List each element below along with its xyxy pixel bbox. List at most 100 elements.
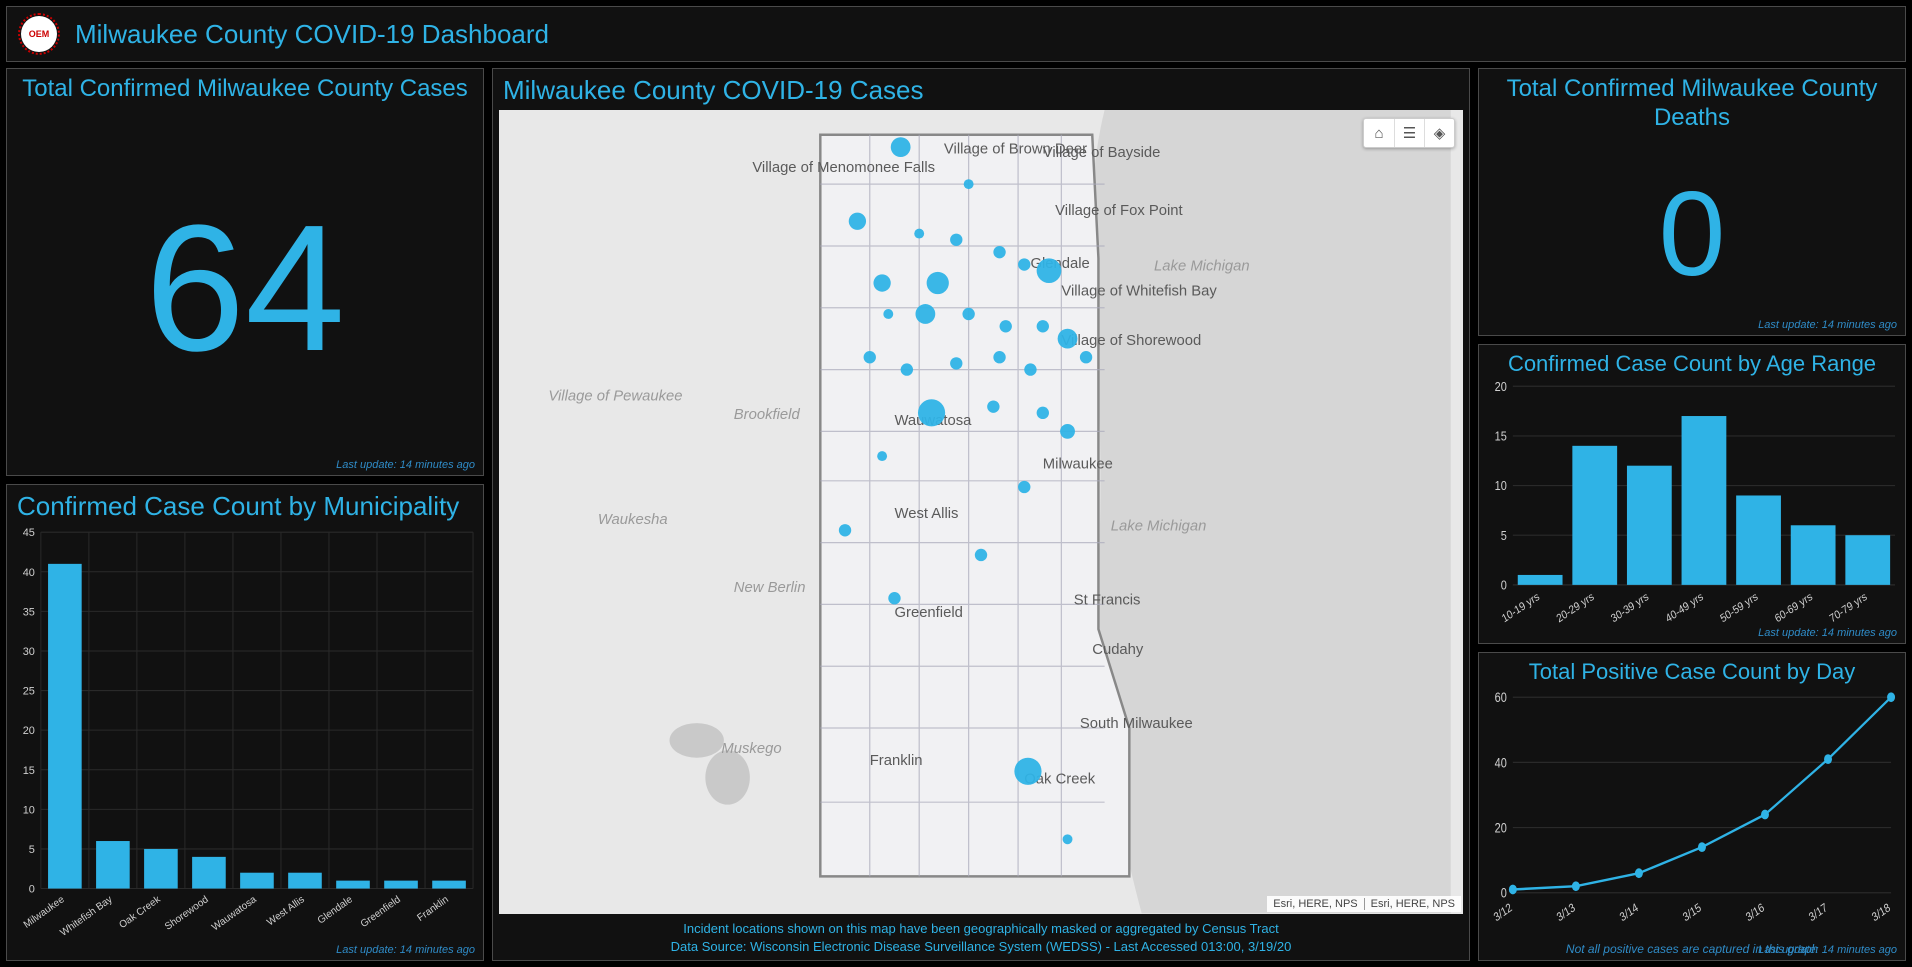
svg-text:Village of Menomonee Falls: Village of Menomonee Falls — [752, 160, 935, 176]
map-panel: Milwaukee County COVID-19 Cases Village … — [492, 68, 1470, 961]
svg-text:40: 40 — [1495, 756, 1507, 771]
svg-text:25: 25 — [23, 686, 35, 698]
svg-text:0: 0 — [29, 884, 35, 896]
total-cases-updated: Last update: 14 minutes ago — [336, 459, 475, 471]
age-chart-panel: Confirmed Case Count by Age Range 0 5 10 15… — [1478, 344, 1906, 644]
main-grid: Total Confirmed Milwaukee County Cases 6… — [6, 68, 1906, 961]
svg-text:0: 0 — [1501, 886, 1507, 901]
total-cases-title: Total Confirmed Milwaukee County Cases — [7, 69, 483, 104]
map-controls: ⌂ ☰ ◈ — [1363, 118, 1455, 148]
oem-logo: OEM — [21, 16, 57, 52]
total-cases-value: 64 — [7, 104, 483, 475]
center-column: Milwaukee County COVID-19 Cases Village … — [492, 68, 1470, 961]
map-title: Milwaukee County COVID-19 Cases — [493, 69, 1469, 106]
svg-text:South Milwaukee: South Milwaukee — [1080, 716, 1193, 732]
svg-text:Franklin: Franklin — [870, 753, 923, 769]
svg-text:3/12: 3/12 — [1492, 902, 1514, 925]
svg-text:10-19 yrs: 10-19 yrs — [1500, 591, 1541, 626]
dashboard-title: Milwaukee County COVID-19 Dashboard — [75, 19, 549, 50]
svg-text:20: 20 — [1495, 821, 1507, 836]
svg-text:Brookfield: Brookfield — [734, 407, 801, 423]
age-chart-updated: Last update: 14 minutes ago — [1758, 627, 1897, 639]
svg-text:New Berlin: New Berlin — [734, 580, 806, 596]
svg-text:Village of Fox Point: Village of Fox Point — [1055, 203, 1183, 219]
svg-text:3/13: 3/13 — [1555, 902, 1577, 925]
svg-text:3/18: 3/18 — [1870, 902, 1892, 925]
map-layers-button[interactable]: ◈ — [1424, 119, 1454, 147]
svg-text:30: 30 — [23, 646, 35, 658]
svg-text:Village of Whitefish Bay: Village of Whitefish Bay — [1061, 284, 1217, 300]
day-chart-body: 0 20 40 60 3/12 3/13 3/14 3/15 3/16 3/17 3/18 — [1479, 685, 1905, 942]
svg-text:Greenfield: Greenfield — [894, 605, 962, 621]
svg-text:3/16: 3/16 — [1744, 902, 1766, 925]
svg-text:St Francis: St Francis — [1074, 593, 1141, 609]
muni-chart-panel: Confirmed Case Count by Municipality 0 5 1… — [6, 484, 484, 961]
svg-text:15: 15 — [23, 765, 35, 777]
svg-text:5: 5 — [1501, 528, 1507, 543]
day-chart-updated: Last update: 14 minutes ago — [1758, 944, 1897, 956]
svg-text:3/14: 3/14 — [1618, 902, 1640, 925]
svg-text:3/15: 3/15 — [1681, 902, 1703, 925]
age-chart-body: 0 5 10 15 20 10-19 yrs 20-29 yrs 30-39 yrs 40-49… — [1479, 377, 1905, 643]
age-chart-title: Confirmed Case Count by Age Range — [1479, 345, 1905, 377]
svg-text:Franklin: Franklin — [415, 894, 450, 924]
svg-text:Whitefish Bay: Whitefish Bay — [59, 894, 116, 939]
svg-text:20: 20 — [1495, 379, 1508, 394]
total-deaths-title: Total Confirmed Milwaukee County Deaths — [1479, 69, 1905, 133]
svg-text:West Allis: West Allis — [265, 894, 306, 928]
svg-text:20: 20 — [23, 725, 35, 737]
svg-text:15: 15 — [1495, 429, 1508, 444]
map-canvas[interactable]: Village of Menomonee FallsVillage of Bro… — [499, 110, 1463, 913]
svg-text:Milwaukee: Milwaukee — [1043, 457, 1113, 473]
svg-text:Lake Michigan: Lake Michigan — [1154, 259, 1250, 275]
svg-text:West Allis: West Allis — [894, 506, 958, 522]
svg-text:0: 0 — [1501, 578, 1507, 593]
svg-text:Greenfield: Greenfield — [359, 894, 403, 930]
map-attribution: Esri, HERE, NPS Esri, HERE, NPS — [1267, 896, 1461, 912]
muni-chart-title: Confirmed Case Count by Municipality — [7, 485, 483, 522]
svg-text:40-49 yrs: 40-49 yrs — [1664, 591, 1705, 626]
svg-text:60-69 yrs: 60-69 yrs — [1773, 591, 1814, 626]
svg-text:Lake Michigan: Lake Michigan — [1111, 518, 1207, 534]
map-footer-line1: Incident locations shown on this map hav… — [499, 920, 1463, 938]
svg-text:Wauwatosa: Wauwatosa — [210, 894, 259, 934]
svg-text:5: 5 — [29, 844, 35, 856]
total-cases-panel: Total Confirmed Milwaukee County Cases 6… — [6, 68, 484, 476]
map-legend-button[interactable]: ☰ — [1394, 119, 1424, 147]
total-deaths-value: 0 — [1479, 133, 1905, 335]
total-deaths-updated: Last update: 14 minutes ago — [1758, 319, 1897, 331]
map-attr-2: Esri, HERE, NPS — [1371, 898, 1455, 910]
day-chart-title: Total Positive Case Count by Day — [1479, 653, 1905, 685]
svg-text:45: 45 — [23, 527, 35, 539]
svg-text:3/17: 3/17 — [1807, 902, 1829, 925]
svg-text:30-39 yrs: 30-39 yrs — [1609, 591, 1650, 626]
map-attr-1: Esri, HERE, NPS — [1273, 898, 1357, 910]
svg-text:Village of Bayside: Village of Bayside — [1043, 145, 1161, 161]
svg-text:Village of Shorewood: Village of Shorewood — [1061, 333, 1201, 349]
muni-chart-updated: Last update: 14 minutes ago — [336, 944, 475, 956]
svg-text:Oak Creek: Oak Creek — [117, 894, 163, 932]
muni-chart-body: 0 5 10 15 20 25 30 35 40 45 MilwaukeeWhitefish Bay… — [7, 522, 483, 960]
svg-text:Shorewood: Shorewood — [163, 894, 210, 933]
svg-text:60: 60 — [1495, 690, 1507, 705]
svg-text:Cudahy: Cudahy — [1092, 642, 1144, 658]
map-footer: Incident locations shown on this map hav… — [493, 914, 1469, 960]
svg-text:Glendale: Glendale — [316, 894, 355, 927]
svg-text:Muskego: Muskego — [721, 741, 781, 757]
svg-text:Village of Pewaukee: Village of Pewaukee — [548, 389, 682, 405]
right-column: Total Confirmed Milwaukee County Deaths … — [1478, 68, 1906, 961]
left-column: Total Confirmed Milwaukee County Cases 6… — [6, 68, 484, 961]
svg-text:Milwaukee: Milwaukee — [22, 894, 67, 931]
dashboard-header: OEM Milwaukee County COVID-19 Dashboard — [6, 6, 1906, 62]
svg-text:10: 10 — [23, 805, 35, 817]
svg-text:10: 10 — [1495, 479, 1508, 494]
svg-text:35: 35 — [23, 607, 35, 619]
svg-text:20-29 yrs: 20-29 yrs — [1555, 591, 1596, 626]
map-footer-line2: Data Source: Wisconsin Electronic Diseas… — [499, 938, 1463, 956]
svg-text:40: 40 — [23, 567, 35, 579]
day-chart-panel: Total Positive Case Count by Day 0 20 40 60… — [1478, 652, 1906, 961]
total-deaths-panel: Total Confirmed Milwaukee County Deaths … — [1478, 68, 1906, 336]
svg-text:50-59 yrs: 50-59 yrs — [1718, 591, 1759, 626]
map-home-button[interactable]: ⌂ — [1364, 119, 1394, 147]
svg-text:Waukesha: Waukesha — [598, 512, 668, 528]
